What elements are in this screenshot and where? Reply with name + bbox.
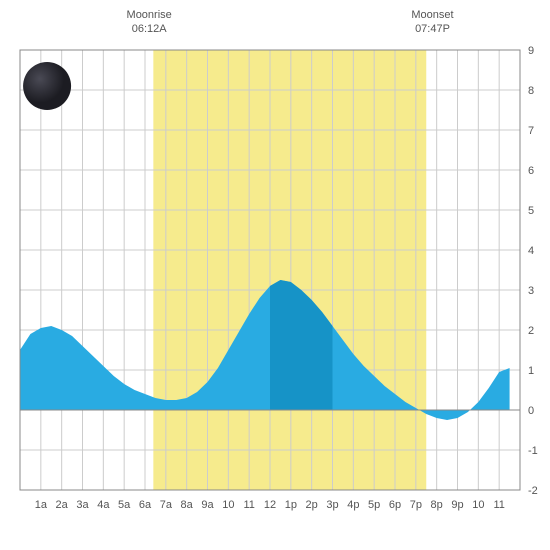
x-tick-label: 7a	[160, 499, 173, 511]
tide-chart: -2-101234567891a2a3a4a5a6a7a8a9a1011121p…	[0, 0, 550, 550]
y-tick-label: 7	[528, 125, 534, 137]
x-tick-label: 10	[472, 499, 484, 511]
y-tick-label: 8	[528, 85, 534, 97]
x-tick-label: 8p	[431, 499, 443, 511]
moonrise-label: Moonrise	[127, 9, 172, 21]
x-tick-label: 6a	[139, 499, 152, 511]
moonrise-time: 06:12A	[132, 23, 168, 35]
x-tick-label: 1a	[35, 499, 48, 511]
x-tick-label: 11	[243, 499, 254, 511]
x-tick-label: 9a	[201, 499, 214, 511]
x-tick-label: 4a	[97, 499, 110, 511]
x-tick-label: 10	[222, 499, 234, 511]
x-tick-label: 2p	[306, 499, 318, 511]
y-tick-label: -1	[528, 445, 538, 457]
x-tick-label: 6p	[389, 499, 401, 511]
x-tick-label: 4p	[347, 499, 359, 511]
y-tick-label: 9	[528, 45, 534, 57]
y-tick-label: 3	[528, 285, 534, 297]
x-tick-label: 8a	[181, 499, 194, 511]
y-tick-label: 1	[528, 365, 534, 377]
x-tick-label: 2a	[56, 499, 69, 511]
x-tick-label: 3p	[326, 499, 338, 511]
x-tick-label: 1p	[285, 499, 297, 511]
y-tick-label: 2	[528, 325, 534, 337]
x-tick-label: 7p	[410, 499, 422, 511]
moon-icon	[23, 62, 71, 110]
x-tick-label: 5p	[368, 499, 380, 511]
y-tick-label: 4	[528, 245, 534, 257]
y-tick-label: 5	[528, 205, 534, 217]
x-tick-label: 11	[493, 499, 504, 511]
x-tick-label: 9p	[451, 499, 463, 511]
y-tick-label: 0	[528, 405, 534, 417]
x-tick-label: 12	[264, 499, 276, 511]
y-tick-label: 6	[528, 165, 534, 177]
moonset-label: Moonset	[411, 9, 453, 21]
x-tick-label: 3a	[76, 499, 89, 511]
moonset-time: 07:47P	[415, 23, 450, 35]
daylight-band	[153, 50, 426, 490]
y-tick-label: -2	[528, 485, 538, 497]
chart-svg: -2-101234567891a2a3a4a5a6a7a8a9a1011121p…	[0, 0, 550, 550]
x-tick-label: 5a	[118, 499, 131, 511]
